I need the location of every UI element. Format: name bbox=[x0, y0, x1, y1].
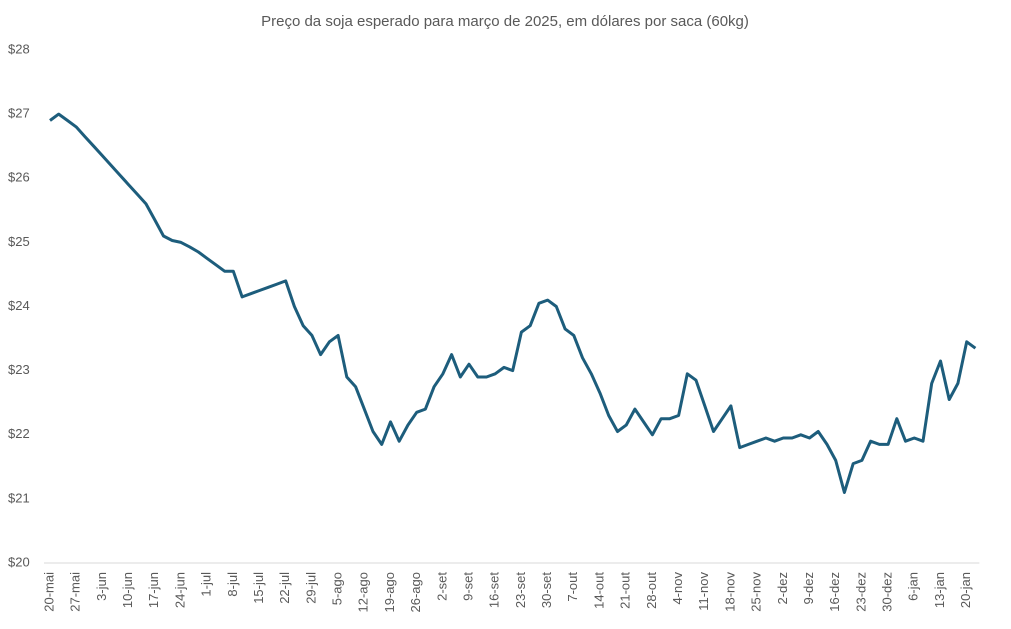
y-tick-label: $25 bbox=[8, 234, 30, 249]
y-tick-label: $24 bbox=[8, 298, 30, 313]
x-tick-label: 20-mai bbox=[41, 572, 56, 612]
chart-title: Preço da soja esperado para março de 202… bbox=[261, 13, 749, 30]
x-tick-label: 2-set bbox=[434, 572, 449, 601]
x-tick-label: 8-jul bbox=[225, 572, 240, 597]
x-tick-label: 17-jun bbox=[146, 572, 161, 608]
x-tick-label: 30-set bbox=[539, 572, 554, 609]
x-tick-label: 27-mai bbox=[68, 572, 83, 612]
x-tick-label: 11-nov bbox=[696, 572, 711, 611]
x-tick-label: 1-jul bbox=[199, 572, 214, 597]
y-tick-label: $23 bbox=[8, 362, 30, 377]
x-tick-label: 12-ago bbox=[356, 572, 371, 612]
x-tick-label: 5-ago bbox=[330, 572, 345, 605]
x-tick-label: 26-ago bbox=[408, 572, 423, 612]
x-tick-label: 28-out bbox=[644, 572, 659, 609]
x-tick-label: 18-nov bbox=[722, 572, 737, 612]
x-tick-label: 10-jun bbox=[120, 572, 135, 608]
x-tick-label: 24-jun bbox=[172, 572, 187, 608]
x-tick-label: 4-nov bbox=[670, 572, 685, 605]
x-tick-label: 7-out bbox=[565, 572, 580, 602]
y-tick-label: $22 bbox=[8, 426, 30, 441]
x-tick-label: 25-nov bbox=[749, 572, 764, 612]
y-tick-label: $27 bbox=[8, 106, 30, 121]
price-line bbox=[49, 112, 977, 494]
x-tick-label: 9-dez bbox=[801, 572, 816, 605]
x-tick-label: 23-set bbox=[513, 572, 528, 609]
x-tick-label: 13-jan bbox=[932, 572, 947, 608]
x-tick-label: 30-dez bbox=[880, 572, 895, 612]
x-tick-label: 15-jul bbox=[251, 572, 266, 604]
y-tick-label: $26 bbox=[8, 170, 30, 185]
x-tick-label: 29-jul bbox=[303, 572, 318, 604]
x-tick-label: 19-ago bbox=[382, 572, 397, 612]
x-tick-label: 2-dez bbox=[775, 572, 790, 605]
x-tick-label: 20-jan bbox=[958, 572, 973, 608]
x-tick-label: 3-jun bbox=[94, 572, 109, 601]
x-tick-label: 16-set bbox=[487, 572, 502, 609]
x-tick-label: 23-dez bbox=[853, 572, 868, 612]
y-tick-label: $21 bbox=[8, 490, 30, 505]
x-tick-label: 14-out bbox=[591, 572, 606, 609]
x-tick-label: 22-jul bbox=[277, 572, 292, 604]
y-tick-label: $28 bbox=[8, 41, 30, 56]
x-tick-label: 9-set bbox=[460, 572, 475, 601]
x-tick-label: 21-out bbox=[618, 572, 633, 609]
x-tick-label: 6-jan bbox=[906, 572, 921, 601]
x-tick-label: 16-dez bbox=[827, 572, 842, 612]
y-tick-label: $20 bbox=[8, 554, 30, 569]
